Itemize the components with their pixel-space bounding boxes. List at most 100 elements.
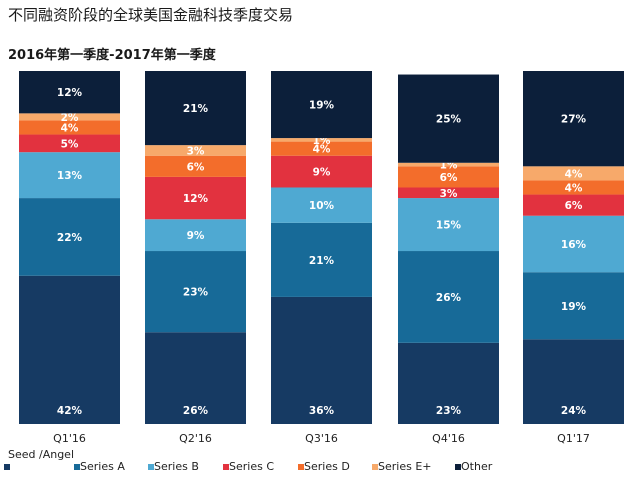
legend-swatch bbox=[223, 464, 229, 470]
bar-segment-seed-angel-3 bbox=[398, 342, 499, 424]
bar-segment-series-c-4 bbox=[523, 194, 624, 216]
data-label: 2% bbox=[61, 112, 79, 124]
data-label: 4% bbox=[61, 122, 79, 134]
bar-segment-series-e--3 bbox=[398, 162, 499, 167]
legend-label: Series B bbox=[154, 460, 199, 473]
legend-swatch-seed-angel bbox=[4, 464, 10, 470]
bar-segment-series-c-0 bbox=[19, 134, 120, 153]
bar-group-3: 23%26%15%3%6%1%25% bbox=[398, 74, 499, 424]
legend-label: Seed /Angel bbox=[8, 448, 74, 461]
legend-item-series-c: Series C bbox=[223, 460, 274, 473]
data-label: 9% bbox=[313, 167, 331, 179]
bar-segment-series-e--1 bbox=[145, 145, 246, 156]
legend-swatch bbox=[455, 464, 461, 470]
bar-segment-series-d-0 bbox=[19, 120, 120, 135]
bar-segment-series-c-1 bbox=[145, 176, 246, 220]
bar-segment-series-b-4 bbox=[523, 215, 624, 273]
data-label: 12% bbox=[183, 193, 209, 205]
data-label: 4% bbox=[565, 182, 583, 194]
bar-segment-series-b-2 bbox=[271, 187, 372, 223]
data-label: 9% bbox=[187, 230, 205, 242]
data-label: 3% bbox=[187, 145, 205, 157]
legend-label: Series E+ bbox=[378, 460, 432, 473]
data-label: 19% bbox=[309, 100, 335, 112]
bar-group-4: 24% 19% 16% 6% 4% 4% 27% bbox=[523, 71, 624, 424]
legend-label: Other bbox=[461, 460, 493, 473]
data-label: 26% bbox=[436, 292, 462, 304]
bar-segment-series-a-1 bbox=[145, 251, 246, 333]
bar-group-1: 26% 23% 9% 12% 6% 3% 21% bbox=[145, 71, 246, 424]
data-label: 23% bbox=[436, 405, 462, 417]
bar-segment-series-d-1 bbox=[145, 155, 246, 177]
data-label: 6% bbox=[440, 172, 458, 184]
legend-swatch bbox=[372, 464, 378, 470]
x-tick-label: Q2'16 bbox=[179, 432, 212, 445]
bar-segment-series-b-3 bbox=[398, 198, 499, 252]
bar-segment-series-e--0 bbox=[19, 113, 120, 121]
bar-segment-seed-angel-2 bbox=[271, 296, 372, 424]
bar-segment-seed-angel-4 bbox=[523, 339, 624, 424]
bar-segment-series-c-3 bbox=[398, 187, 499, 199]
bar-segment-series-b-1 bbox=[145, 219, 246, 252]
data-label: 19% bbox=[561, 301, 587, 313]
data-label: 6% bbox=[565, 200, 583, 212]
bar-group-0: 42% 22% 13% 5% 4%2% 12% bbox=[19, 71, 120, 424]
bar-segment-series-a-2 bbox=[271, 222, 372, 297]
chart-subtitle: 2016年第一季度-2017年第一季度 bbox=[8, 48, 216, 63]
chart-title: 不同融资阶段的全球美国金融科技季度交易 bbox=[8, 6, 294, 24]
legend-item-other: Other bbox=[455, 460, 493, 473]
data-label: 13% bbox=[57, 170, 83, 182]
bar-segment-other-0 bbox=[19, 71, 120, 114]
data-label: 12% bbox=[57, 87, 83, 99]
data-label: 27% bbox=[561, 114, 587, 126]
data-label: 16% bbox=[561, 239, 587, 251]
legend-item-seed-angel: Seed /Angel bbox=[8, 448, 74, 461]
data-label: 25% bbox=[436, 114, 462, 126]
bar-segment-series-d-2 bbox=[271, 141, 372, 156]
data-label: 3% bbox=[440, 188, 458, 200]
bar-segment-other-1 bbox=[145, 71, 246, 146]
data-label: 22% bbox=[57, 232, 83, 244]
data-label: 6% bbox=[187, 161, 205, 173]
legend-label: Series C bbox=[229, 460, 274, 473]
x-tick-label: Q3'16 bbox=[305, 432, 338, 445]
bar-segment-series-a-3 bbox=[398, 251, 499, 343]
data-label: 24% bbox=[561, 405, 587, 417]
bar-segment-other-4 bbox=[523, 71, 624, 167]
bar-segment-series-d-3 bbox=[398, 166, 499, 188]
bar-segment-other-3 bbox=[398, 74, 499, 163]
data-label: 4% bbox=[565, 168, 583, 180]
data-label: 4% bbox=[313, 144, 331, 156]
bar-segment-series-c-2 bbox=[271, 155, 372, 188]
data-label: 26% bbox=[183, 405, 209, 417]
data-label: 21% bbox=[183, 103, 209, 115]
x-tick-label: Q1'16 bbox=[53, 432, 86, 445]
legend-item-series-b: Series B bbox=[148, 460, 199, 473]
bar-segment-series-a-4 bbox=[523, 272, 624, 340]
x-tick-label: Q4'16 bbox=[432, 432, 465, 445]
bar-segment-seed-angel-1 bbox=[145, 332, 246, 424]
legend-item-series-a: Series A bbox=[74, 460, 125, 473]
bar-segment-other-2 bbox=[271, 71, 372, 139]
data-label: 23% bbox=[183, 287, 209, 299]
bar-segment-series-e--4 bbox=[523, 166, 624, 181]
legend-label: Series A bbox=[80, 460, 125, 473]
bar-segment-series-b-0 bbox=[19, 152, 120, 199]
legend-label: Series D bbox=[304, 460, 350, 473]
bar-segment-series-e--2 bbox=[271, 138, 372, 142]
data-label: 36% bbox=[309, 405, 335, 417]
bar-segment-series-a-0 bbox=[19, 198, 120, 276]
legend-swatch bbox=[298, 464, 304, 470]
data-label: 21% bbox=[309, 255, 335, 267]
legend-swatch bbox=[74, 464, 80, 470]
bar-group-2: 36%21%10%9%4%1%19% bbox=[271, 71, 372, 424]
data-label: 10% bbox=[309, 200, 335, 212]
bar-segment-seed-angel-0 bbox=[19, 275, 120, 424]
data-label: 15% bbox=[436, 220, 462, 232]
bar-segment-series-d-4 bbox=[523, 180, 624, 195]
data-label: 5% bbox=[61, 138, 79, 150]
data-label: 42% bbox=[57, 405, 83, 417]
legend-item-series-e-: Series E+ bbox=[372, 460, 432, 473]
x-tick-label: Q1'17 bbox=[557, 432, 590, 445]
